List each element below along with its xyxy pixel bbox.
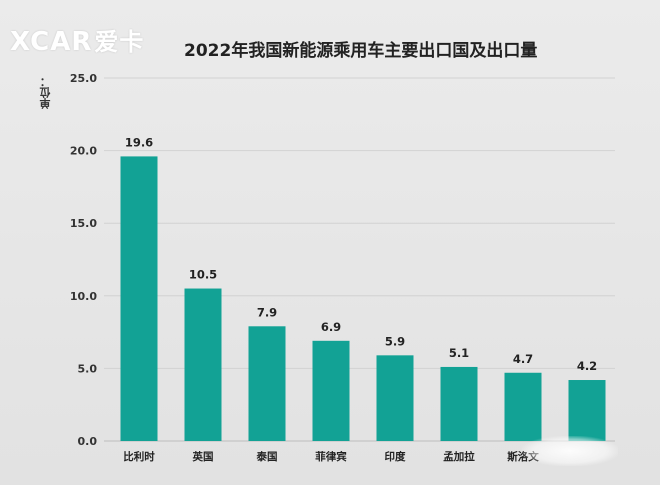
logo-text: XCAR xyxy=(10,27,93,57)
chart-title: 2022年我国新能源乘用车主要出口国及出口量 xyxy=(184,41,538,61)
x-category-label: 英国 xyxy=(192,450,214,463)
value-labels: 19.6 10.5 7.9 6.9 5.9 5.1 4.7 4.2 xyxy=(125,135,597,373)
bar xyxy=(504,372,542,441)
bar-value-label: 5.1 xyxy=(449,346,469,360)
bar-value-label: 10.5 xyxy=(189,268,217,282)
y-tick-label: 15.0 xyxy=(70,217,97,230)
x-category-label: 比利时 xyxy=(123,450,155,463)
bar xyxy=(184,288,222,441)
x-axis-labels: 比利时英国泰国菲律宾印度孟加拉斯洛文 xyxy=(123,450,539,463)
bar xyxy=(376,355,414,441)
logo-cn-text: 爱卡 xyxy=(94,28,145,56)
y-tick-label: 10.0 xyxy=(70,290,97,303)
x-category-label: 孟加拉 xyxy=(443,450,475,463)
bar-value-label: 4.7 xyxy=(513,352,533,366)
bar-series xyxy=(120,156,606,441)
y-tick-label: 0.0 xyxy=(78,435,98,448)
bar-value-label: 19.6 xyxy=(125,135,153,149)
watermark-smudge xyxy=(522,436,618,466)
y-axis-ticks: 0.0 5.0 10.0 15.0 20.0 25.0 xyxy=(70,72,97,448)
x-category-label: 印度 xyxy=(385,450,406,463)
y-tick-label: 25.0 xyxy=(70,72,97,85)
bar xyxy=(440,366,478,441)
bar xyxy=(120,156,158,441)
bar xyxy=(568,380,606,441)
x-category-label: 菲律宾 xyxy=(315,450,347,463)
y-tick-label: 5.0 xyxy=(78,362,98,375)
bar-value-label: 4.2 xyxy=(577,359,597,373)
y-tick-label: 20.0 xyxy=(70,145,97,158)
bar xyxy=(312,340,350,441)
xcar-logo: XCAR爱卡 xyxy=(10,22,144,57)
x-category-label: 泰国 xyxy=(256,450,278,463)
bar-value-label: 5.9 xyxy=(385,334,405,348)
bar-value-label: 6.9 xyxy=(321,320,341,334)
bar-value-label: 7.9 xyxy=(257,305,277,319)
bar xyxy=(248,326,286,441)
